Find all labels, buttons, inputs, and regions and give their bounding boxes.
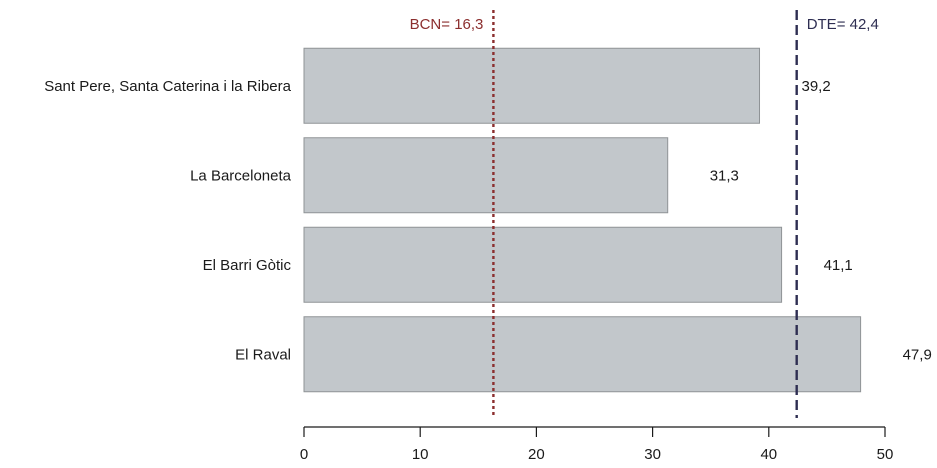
x-tick-label: 0 <box>300 446 308 463</box>
category-label: La Barceloneta <box>190 167 292 184</box>
category-label: Sant Pere, Santa Caterina i la Ribera <box>44 78 291 95</box>
value-label: 41,1 <box>824 257 853 274</box>
bar <box>303 137 669 214</box>
bars-layer <box>303 47 862 393</box>
bar <box>303 47 761 124</box>
x-tick-label: 40 <box>760 446 777 463</box>
reference-line-label: DTE= 42,4 <box>807 16 879 33</box>
reference-lines-layer: BCN= 16,3 DTE= 42,4 <box>410 10 879 418</box>
value-label: 39,2 <box>802 78 831 95</box>
reference-line-label: BCN= 16,3 <box>410 16 484 33</box>
category-label: El Raval <box>235 346 291 363</box>
value-label: 31,3 <box>710 167 739 184</box>
labels-layer: Sant Pere, Santa Caterina i la Ribera 39,… <box>44 78 932 364</box>
category-label: El Barri Gòtic <box>203 257 292 274</box>
x-axis: 0 10 20 30 40 50 <box>300 426 894 463</box>
x-tick-label: 20 <box>528 446 545 463</box>
x-tick-label: 30 <box>644 446 661 463</box>
bar <box>303 316 862 393</box>
value-label: 47,9 <box>903 346 932 363</box>
x-tick-label: 50 <box>877 446 894 463</box>
x-tick-label: 10 <box>412 446 429 463</box>
bar <box>303 226 783 303</box>
